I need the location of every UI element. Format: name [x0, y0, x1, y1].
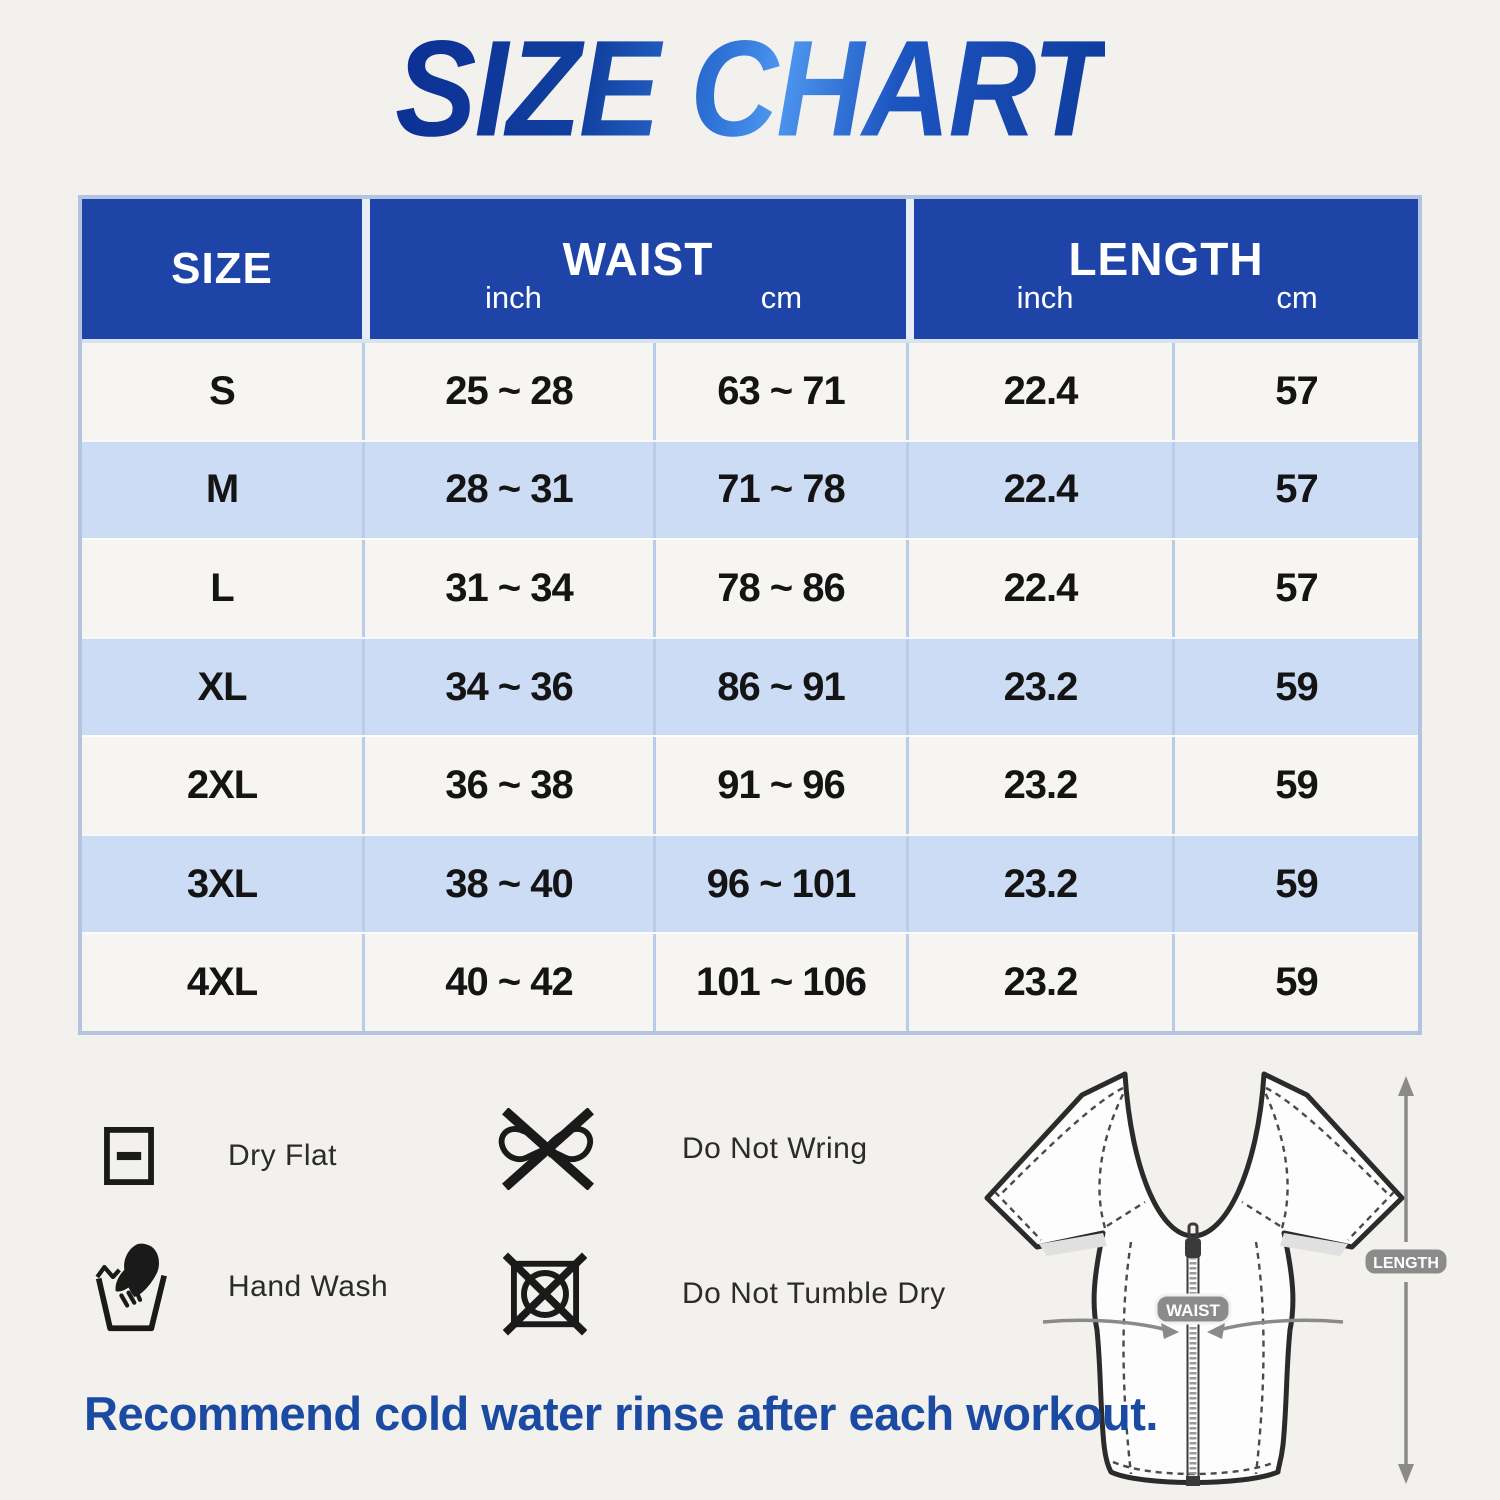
title-wrap: SIZE CHART — [0, 10, 1500, 164]
header-waist-cm: cm — [760, 280, 803, 315]
length-cm-cell: 59 — [1172, 638, 1418, 736]
length-inch-cell: 22.4 — [906, 441, 1172, 539]
zipper — [1185, 1222, 1201, 1486]
table-row-xl: XL 34 ~ 36 86 ~ 91 23.2 59 — [82, 636, 1418, 736]
length-arrowhead-top — [1398, 1076, 1414, 1096]
table-row-2xl: 2XL 36 ~ 38 91 ~ 96 23.2 59 — [82, 735, 1418, 834]
header-length-inch: inch — [1016, 280, 1074, 315]
size-chart-table: SIZE WAIST inch cm LENGTH inch cm S 25 ~… — [78, 195, 1422, 1035]
care-label: Dry Flat — [228, 1139, 337, 1172]
waist-cm-cell: 86 ~ 91 — [653, 638, 906, 736]
length-arrowhead-bottom — [1398, 1464, 1414, 1484]
header-waist-units: inch cm — [370, 280, 906, 316]
header-length-cm: cm — [1276, 280, 1318, 315]
length-cm-cell: 57 — [1172, 441, 1418, 539]
table-row-4xl: 4XL 40 ~ 42 101 ~ 106 23.2 59 — [82, 932, 1418, 1032]
hand-wash-icon — [95, 1243, 167, 1332]
underarm-panel-right — [1280, 1233, 1348, 1256]
header-length-units: inch cm — [914, 280, 1418, 316]
length-inch-cell: 22.4 — [906, 540, 1172, 637]
length-inch-cell: 22.4 — [906, 343, 1172, 440]
dry-flat-icon — [104, 1127, 154, 1185]
garment-diagram: WAIST LENGTH — [984, 1071, 1450, 1486]
waist-inch-cell: 34 ~ 36 — [362, 638, 653, 736]
waist-inch-cell: 38 ~ 40 — [362, 835, 653, 933]
size-cell: M — [205, 467, 239, 512]
care-label: Do Not Wring — [682, 1132, 868, 1165]
size-cell: 3XL — [186, 861, 258, 906]
length-cm-cell: 59 — [1172, 737, 1418, 834]
header-waist: WAIST inch cm — [362, 199, 906, 339]
length-cm-cell: 57 — [1172, 540, 1418, 637]
waist-inch-cell: 28 ~ 31 — [362, 441, 653, 539]
header-waist-inch: inch — [484, 280, 542, 315]
waist-cm-cell: 78 ~ 86 — [653, 540, 906, 637]
table-row-s: S 25 ~ 28 63 ~ 71 22.4 57 — [82, 343, 1418, 440]
note-text: Recommend cold water rinse after each wo… — [84, 1387, 1158, 1440]
header-length: LENGTH inch cm — [906, 199, 1418, 339]
underarm-panel-left — [1039, 1233, 1107, 1256]
page-title: SIZE CHART — [395, 10, 1107, 167]
table-body: S 25 ~ 28 63 ~ 71 22.4 57 M 28 ~ 31 71 ~… — [82, 343, 1418, 1032]
do-not-wring-icon — [498, 1108, 594, 1190]
waist-inch-cell: 40 ~ 42 — [362, 934, 653, 1032]
length-badge: LENGTH — [1362, 1246, 1450, 1277]
length-inch-cell: 23.2 — [906, 934, 1172, 1032]
size-cell: 4XL — [186, 960, 258, 1005]
care-item-do-not-tumble-dry: Do Not Tumble Dry — [503, 1252, 946, 1336]
size-cell: 2XL — [186, 763, 258, 808]
waist-arrowhead-left — [1161, 1323, 1179, 1339]
length-inch-cell: 23.2 — [906, 737, 1172, 834]
care-item-dry-flat: Dry Flat — [100, 1118, 337, 1194]
size-cell: S — [209, 368, 236, 413]
seam-dashes — [994, 1086, 1395, 1476]
care-item-do-not-wring: Do Not Wring — [495, 1108, 868, 1190]
waist-cm-cell: 91 ~ 96 — [653, 737, 906, 834]
waist-cm-cell: 96 ~ 101 — [653, 835, 906, 933]
table-header-row: SIZE WAIST inch cm LENGTH inch cm — [82, 199, 1418, 343]
length-inch-cell: 23.2 — [906, 835, 1172, 933]
do-not-tumble-dry-icon — [503, 1252, 587, 1336]
waist-cm-cell: 63 ~ 71 — [653, 343, 906, 440]
care-item-hand-wash: Hand Wash — [93, 1238, 388, 1336]
header-size: SIZE — [82, 199, 362, 339]
svg-text:WAIST: WAIST — [1166, 1301, 1220, 1320]
waist-inch-cell: 36 ~ 38 — [362, 737, 653, 834]
length-cm-cell: 57 — [1172, 343, 1418, 440]
svg-text:LENGTH: LENGTH — [1373, 1255, 1439, 1272]
header-length-label: LENGTH — [1068, 233, 1264, 285]
waist-badge: WAIST — [1154, 1293, 1232, 1325]
waist-cm-cell: 71 ~ 78 — [653, 441, 906, 539]
waist-inch-cell: 31 ~ 34 — [362, 540, 653, 637]
length-cm-cell: 59 — [1172, 934, 1418, 1032]
waist-arrowhead-right — [1207, 1323, 1225, 1339]
waist-inch-cell: 25 ~ 28 — [362, 343, 653, 440]
table-row-l: L 31 ~ 34 78 ~ 86 22.4 57 — [82, 538, 1418, 637]
header-waist-label: WAIST — [562, 233, 714, 285]
table-row-3xl: 3XL 38 ~ 40 96 ~ 101 23.2 59 — [82, 833, 1418, 933]
size-cell: L — [210, 565, 234, 610]
care-label: Hand Wash — [228, 1270, 389, 1303]
size-cell: XL — [197, 664, 247, 709]
waist-arrow — [1042, 1318, 1344, 1333]
length-cm-cell: 59 — [1172, 835, 1418, 933]
table-row-m: M 28 ~ 31 71 ~ 78 22.4 57 — [82, 439, 1418, 539]
care-label: Do Not Tumble Dry — [682, 1277, 946, 1310]
length-inch-cell: 23.2 — [906, 638, 1172, 736]
waist-cm-cell: 101 ~ 106 — [653, 934, 906, 1032]
